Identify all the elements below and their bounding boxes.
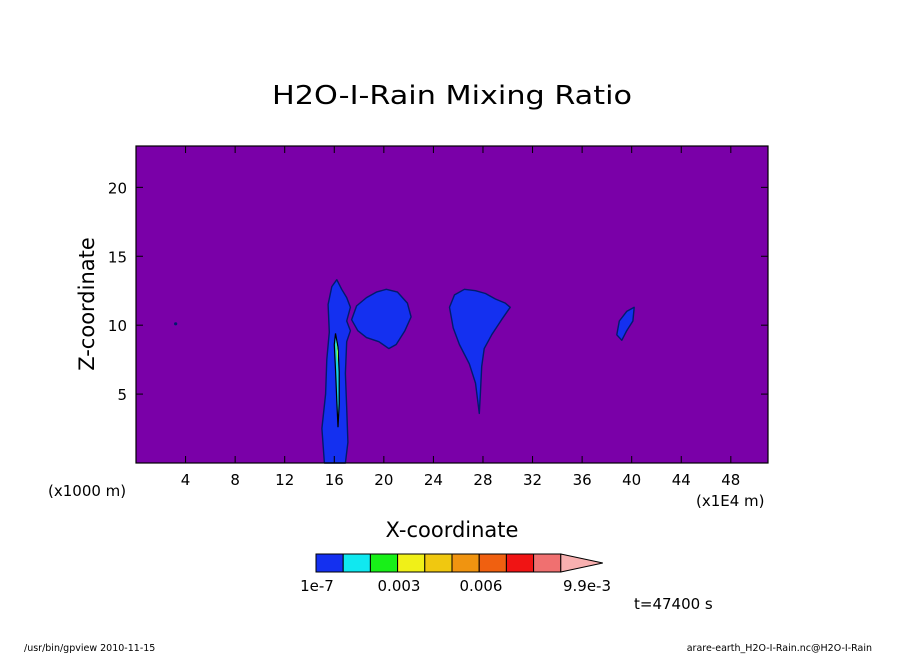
x-unit-right: (x1E4 m) [696,492,765,510]
y-tick-label: 15 [108,248,127,266]
x-tick-label: 8 [230,471,240,489]
y-tick-label: 5 [117,386,127,404]
colorbar-swatch [424,553,453,573]
footer-right: arare-earth_H2O-I-Rain.nc@H2O-I-Rain [687,643,872,654]
x-tick-label: 24 [424,471,443,489]
x-tick-label: 4 [181,471,191,489]
x-tick-label: 48 [721,471,740,489]
x-tick-label: 16 [325,471,344,489]
colorbar [315,553,603,573]
footer-left: /usr/bin/gpview 2010-11-15 [24,643,155,654]
colorbar-swatch [533,553,562,573]
x-tick-label: 28 [473,471,492,489]
x-tick-label: 32 [523,471,542,489]
colorbar-swatch [478,553,507,573]
x-tick-label: 44 [672,471,691,489]
x-tick-label: 36 [573,471,592,489]
colorbar-swatch [369,553,399,573]
x-axis-label: X-coordinate [386,518,519,542]
precip-region-3 [448,288,511,415]
feature-layer [174,279,635,464]
precip-dot [174,322,178,326]
colorbar-swatch [451,553,480,573]
x-tick-label: 40 [622,471,641,489]
colorbar-arrow [560,553,603,573]
precip-region-4 [616,306,635,341]
precip-region-2 [350,288,412,350]
plot-frame [135,145,769,464]
x-axis-ticks: 4 8 12 16 20 24 28 32 36 40 44 48 [181,146,740,489]
colorbar-label-0: 1e-7 [300,577,334,595]
colorbar-label-2: 0.006 [460,577,503,595]
colorbar-label-1: 0.003 [378,577,421,595]
y-axis-ticks: 5 10 15 20 [108,179,768,404]
colorbar-swatch [505,553,535,573]
colorbar-swatch [315,553,344,573]
plot-area [135,145,769,464]
y-axis-label: Z-coordinate [75,237,99,371]
chart-title: H2O-I-Rain Mixing Ratio [272,81,632,111]
y-tick-label: 10 [108,317,127,335]
x-tick-label: 12 [275,471,294,489]
colorbar-label-3: 9.9e-3 [563,577,611,595]
colorbar-swatch [342,553,371,573]
time-label: t=47400 s [634,595,713,613]
precip-highlight [336,340,338,364]
x-unit-left: (x1000 m) [48,482,126,500]
y-tick-label: 20 [108,179,127,197]
colorbar-swatch [397,553,426,573]
x-tick-label: 20 [374,471,393,489]
